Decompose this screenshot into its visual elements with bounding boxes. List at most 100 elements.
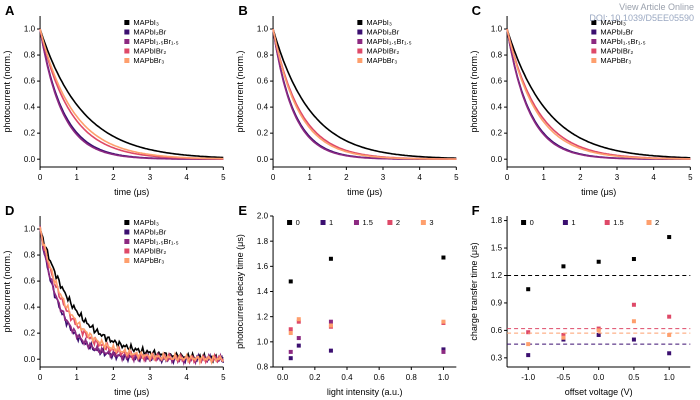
svg-text:5: 5 [221, 373, 226, 382]
svg-text:1.5: 1.5 [491, 244, 503, 253]
svg-text:1.0: 1.0 [663, 373, 675, 382]
svg-text:MAPbI₁.₅Br₁.₅: MAPbI₁.₅Br₁.₅ [133, 37, 178, 46]
svg-text:3: 3 [148, 173, 153, 182]
svg-text:4: 4 [184, 173, 189, 182]
svg-text:1: 1 [571, 218, 575, 227]
svg-text:2: 2 [655, 218, 659, 227]
svg-text:time (μs): time (μs) [114, 187, 149, 197]
svg-text:0.0: 0.0 [24, 155, 36, 164]
svg-text:1.4: 1.4 [257, 287, 269, 296]
svg-text:0.0: 0.0 [257, 155, 269, 164]
svg-text:1: 1 [74, 173, 79, 182]
panel-e: E 0.0 0.2 0.4 0.6 0.8 1.0 0.8 1.0 1.2 1.4 1.6 1.8 2.… [233, 200, 466, 400]
svg-text:1.8: 1.8 [491, 216, 503, 225]
chart-d: 0 1 2 3 4 5 0.0 0.2 0.4 0.6 0.8 1.0 time (μs) photocu… [0, 200, 233, 400]
svg-text:1.0: 1.0 [24, 225, 36, 234]
svg-text:4: 4 [418, 173, 423, 182]
svg-text:1: 1 [541, 173, 546, 182]
panel-f: F -1.0 -0.5 0.0 0.5 1.0 0.3 0.6 0.9 1.2 1.5 1.8 off… [467, 200, 700, 400]
svg-text:photocurrent (norm.): photocurrent (norm.) [2, 251, 12, 333]
svg-text:0.2: 0.2 [257, 129, 269, 138]
svg-text:time (μs): time (μs) [347, 187, 382, 197]
svg-text:0.8: 0.8 [257, 363, 269, 372]
svg-text:2.0: 2.0 [257, 212, 269, 221]
svg-text:MAPbIBr₂: MAPbIBr₂ [133, 247, 166, 256]
svg-text:0: 0 [38, 173, 43, 182]
svg-text:1.0: 1.0 [491, 25, 503, 34]
svg-text:1: 1 [74, 373, 79, 382]
svg-text:MAPbI₁.₅Br₁.₅: MAPbI₁.₅Br₁.₅ [600, 37, 645, 46]
svg-text:MAPbI₂Br: MAPbI₂Br [133, 28, 166, 37]
svg-text:2: 2 [344, 173, 349, 182]
journal-proof-banner: View Article Online DOI: 10.1039/D5EE055… [589, 2, 694, 25]
svg-text:0.8: 0.8 [257, 51, 269, 60]
svg-text:0.6: 0.6 [257, 77, 269, 86]
svg-text:0: 0 [271, 173, 276, 182]
svg-text:2: 2 [111, 373, 116, 382]
svg-text:1.6: 1.6 [257, 262, 269, 271]
svg-text:offset voltage (V): offset voltage (V) [564, 387, 632, 397]
panel-label-b: B [238, 3, 248, 18]
svg-text:MAPbIBr₂: MAPbIBr₂ [600, 47, 633, 56]
svg-text:MAPbI₃: MAPbI₃ [600, 18, 626, 27]
svg-text:MAPbI₃: MAPbI₃ [367, 18, 393, 27]
svg-text:0: 0 [504, 173, 509, 182]
svg-text:0.5: 0.5 [628, 373, 640, 382]
svg-text:MAPbI₁.₅Br₁.₅: MAPbI₁.₅Br₁.₅ [367, 37, 412, 46]
panel-b: B 0 1 2 3 4 5 0.0 0.2 0.4 0.6 0.8 1.0 time (μs) photo… [233, 0, 466, 200]
svg-text:0.4: 0.4 [24, 303, 36, 312]
svg-text:0.4: 0.4 [491, 103, 503, 112]
svg-text:photocurrent (norm.): photocurrent (norm.) [235, 51, 245, 133]
svg-text:0.2: 0.2 [491, 129, 503, 138]
svg-text:0.8: 0.8 [406, 373, 418, 382]
svg-text:0: 0 [529, 218, 533, 227]
svg-text:0.4: 0.4 [24, 103, 36, 112]
chart-b: 0 1 2 3 4 5 0.0 0.2 0.4 0.6 0.8 1.0 time (μs) photocu… [233, 0, 466, 200]
panel-a: A 0 1 2 3 4 5 0.0 0.2 0.4 0.6 0.8 1.0 time (μs) photo… [0, 0, 233, 200]
svg-text:MAPbI₃: MAPbI₃ [133, 18, 159, 27]
svg-text:0.6: 0.6 [24, 77, 36, 86]
svg-text:MAPbI₂Br: MAPbI₂Br [600, 28, 633, 37]
svg-text:4: 4 [184, 373, 189, 382]
svg-text:time (μs): time (μs) [581, 187, 616, 197]
svg-text:3: 3 [614, 173, 619, 182]
chart-a: 0 1 2 3 4 5 0.0 0.2 0.4 0.6 0.8 1.0 time (μs) photocu… [0, 0, 233, 200]
doi-link[interactable]: DOI: 10.1039/D5EE05590 [589, 13, 694, 24]
svg-text:1.8: 1.8 [257, 237, 269, 246]
svg-text:2: 2 [396, 218, 400, 227]
svg-text:0.8: 0.8 [24, 251, 36, 260]
svg-text:MAPbBr₃: MAPbBr₃ [133, 256, 164, 265]
svg-text:1.0: 1.0 [257, 337, 269, 346]
svg-text:MAPbI₂Br: MAPbI₂Br [133, 228, 166, 237]
svg-text:MAPbI₂Br: MAPbI₂Br [367, 28, 400, 37]
svg-text:0.4: 0.4 [257, 103, 269, 112]
svg-text:0.0: 0.0 [24, 355, 36, 364]
panel-label-a: A [5, 3, 15, 18]
svg-text:5: 5 [688, 173, 693, 182]
svg-text:3: 3 [381, 173, 386, 182]
chart-f: -1.0 -0.5 0.0 0.5 1.0 0.3 0.6 0.9 1.2 1.5 1.8 offse… [467, 200, 700, 400]
svg-text:MAPbI₃: MAPbI₃ [133, 218, 159, 227]
svg-text:2: 2 [111, 173, 116, 182]
svg-text:1.2: 1.2 [257, 312, 269, 321]
svg-text:charge transfer time (μs): charge transfer time (μs) [469, 242, 479, 340]
svg-text:MAPbIBr₂: MAPbIBr₂ [367, 47, 400, 56]
panel-label-c: C [471, 3, 482, 18]
svg-text:0.2: 0.2 [24, 129, 36, 138]
svg-text:0.6: 0.6 [24, 277, 36, 286]
svg-text:0.6: 0.6 [374, 373, 386, 382]
svg-text:0.6: 0.6 [491, 77, 503, 86]
svg-text:1.0: 1.0 [438, 373, 450, 382]
svg-text:0.2: 0.2 [310, 373, 322, 382]
svg-text:5: 5 [221, 173, 226, 182]
chart-c: 0 1 2 3 4 5 0.0 0.2 0.4 0.6 0.8 1.0 time (μs) photocu… [467, 0, 700, 200]
svg-text:0.4: 0.4 [342, 373, 354, 382]
svg-text:MAPbBr₃: MAPbBr₃ [600, 56, 631, 65]
svg-text:0.0: 0.0 [277, 373, 289, 382]
svg-text:MAPbBr₃: MAPbBr₃ [133, 56, 164, 65]
svg-text:0.8: 0.8 [491, 51, 503, 60]
panel-label-e: E [238, 203, 247, 218]
svg-text:MAPbI₁.₅Br₁.₅: MAPbI₁.₅Br₁.₅ [133, 237, 178, 246]
